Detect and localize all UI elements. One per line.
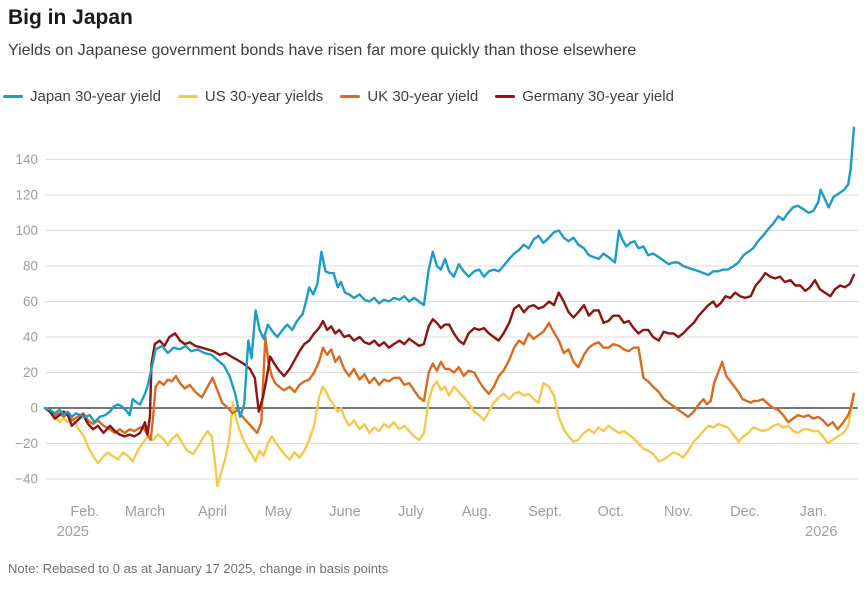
x-tick-label-nov: Nov.: [664, 504, 693, 520]
legend-item-uk: UK 30-year yield: [340, 88, 478, 105]
series-line-us: [43, 380, 856, 488]
chart-subtitle: Yields on Japanese government bonds have…: [8, 42, 637, 59]
legend-item-japan: Japan 30-year yield: [3, 88, 161, 105]
series-line-uk: [43, 321, 856, 442]
y-tick-label-60: 60: [23, 294, 38, 309]
x-tick-label-april: April: [198, 504, 227, 520]
legend-label-japan: Japan 30-year yield: [30, 88, 161, 105]
y-tick-label-0: 0: [30, 401, 38, 416]
yields-line-chart: −40 −20 0 20 40 60 80 100 120 140 Feb. 2025 March Apr…: [15, 126, 858, 540]
x-tick-year-2025: 2025: [57, 524, 89, 540]
page-title: Big in Japan: [8, 6, 133, 29]
x-tick-label-aug: Aug.: [462, 504, 492, 520]
x-tick-label-sept: Sept.: [528, 504, 562, 520]
x-tick-label-oct: Oct.: [598, 504, 625, 520]
series-line-germany: [43, 271, 856, 438]
x-tick-label-dec: Dec.: [730, 504, 760, 520]
x-tick-label-feb: Feb.: [70, 504, 99, 520]
y-tick-label-20: 20: [23, 365, 38, 380]
y-tick-label-120: 120: [15, 188, 38, 203]
x-tick-label-july: July: [398, 504, 425, 520]
legend-item-germany: Germany 30-year yield: [495, 88, 674, 105]
legend: Japan 30-year yield US 30-year yields UK…: [3, 88, 674, 105]
legend-swatch-us-icon: [177, 94, 198, 99]
y-tick-label-40: 40: [23, 330, 38, 345]
legend-swatch-uk-icon: [340, 94, 361, 99]
x-tick-label-may: May: [265, 504, 293, 520]
series-line-japan: [43, 126, 856, 424]
legend-swatch-japan-icon: [3, 94, 23, 99]
x-tick-label-june: June: [329, 504, 360, 520]
y-tick-label-80: 80: [23, 259, 38, 274]
legend-label-us: US 30-year yields: [204, 88, 324, 105]
y-tick-label--40: −40: [15, 472, 38, 487]
legend-item-us: US 30-year yields: [177, 88, 324, 105]
y-tick-label-140: 140: [15, 152, 38, 167]
footnote: Note: Rebased to 0 as at January 17 2025…: [8, 561, 389, 576]
x-tick-label-jan: Jan.: [800, 504, 827, 520]
y-tick-label--20: −20: [15, 436, 38, 451]
legend-label-uk: UK 30-year yield: [367, 88, 479, 105]
legend-label-germany: Germany 30-year yield: [522, 88, 674, 105]
x-tick-label-march: March: [125, 504, 165, 520]
legend-swatch-germany-icon: [495, 94, 516, 99]
y-tick-label-100: 100: [15, 223, 38, 238]
x-tick-year-2026: 2026: [805, 524, 837, 540]
